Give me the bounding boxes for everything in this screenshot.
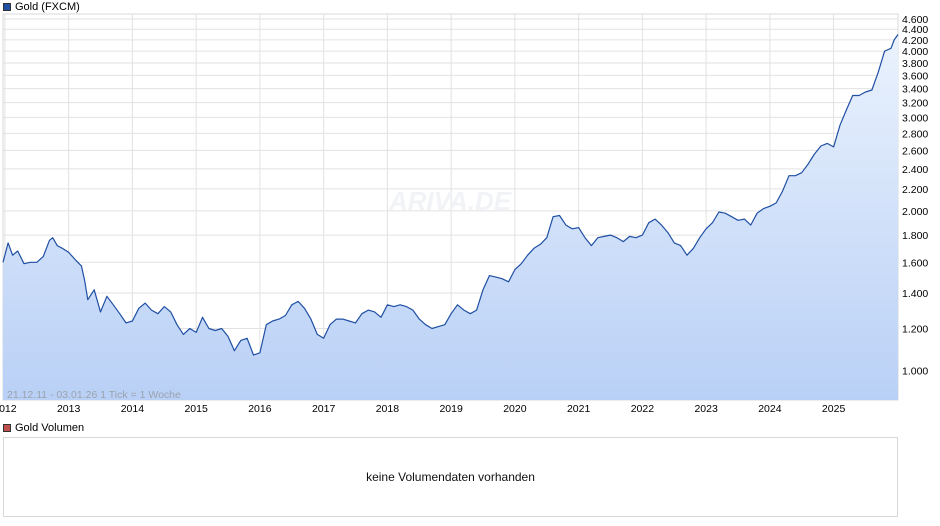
price-legend-swatch	[3, 3, 11, 11]
y-tick-label: 3.800	[902, 58, 928, 70]
y-tick-label: 1.600	[902, 257, 928, 269]
volume-legend-label: Gold Volumen	[15, 422, 85, 434]
x-tick-label: 2017	[312, 403, 336, 415]
x-tick-label: 2019	[439, 403, 463, 415]
price-legend-label: Gold (FXCM)	[15, 1, 80, 13]
price-chart: ARIVA.DE 1.000 1.200 1.400 1.600 1.800 2.000 2.…	[0, 13, 928, 415]
x-tick-label: 2015	[184, 403, 208, 415]
y-tick-label: 4.600	[902, 14, 928, 26]
y-tick-label: 2.000	[902, 206, 928, 218]
x-tick-label: 2018	[376, 403, 400, 415]
x-tick-label: 2020	[503, 403, 527, 415]
y-tick-label: 3.400	[902, 84, 928, 96]
y-tick-label: 2.800	[902, 128, 928, 140]
price-legend: Gold (FXCM)	[3, 1, 80, 13]
y-tick-label: 4.200	[902, 35, 928, 47]
x-tick-label: 2012	[0, 403, 17, 415]
x-tick-label: 2023	[694, 403, 718, 415]
y-tick-label: 1.000	[902, 366, 928, 378]
y-tick-label: 2.600	[902, 145, 928, 157]
x-tick-label: 2016	[248, 403, 272, 415]
volume-empty-message: keine Volumendaten vorhanden	[366, 470, 535, 484]
x-tick-label: 2024	[758, 403, 782, 415]
x-tick-label: 2022	[631, 403, 655, 415]
volume-legend: Gold Volumen	[3, 422, 84, 434]
y-tick-label: 1.400	[902, 288, 928, 300]
x-tick-label: 2014	[121, 403, 145, 415]
volume-panel: keine Volumendaten vorhanden	[3, 437, 898, 517]
price-area	[3, 34, 898, 400]
y-tick-label: 4.000	[902, 46, 928, 58]
y-tick-label: 4.400	[902, 24, 928, 36]
y-tick-label: 1.200	[902, 324, 928, 336]
y-tick-label: 3.200	[902, 98, 928, 110]
price-line	[2, 34, 899, 356]
y-tick-label: 1.800	[902, 230, 928, 242]
volume-legend-swatch	[3, 424, 11, 432]
x-tick-label: 2025	[822, 403, 846, 415]
watermark: ARIVA.DE	[388, 186, 512, 216]
x-tick-label: 2013	[57, 403, 81, 415]
chart-range-info: 21.12.11 - 03.01.26 1 Tick = 1 Woche	[7, 389, 181, 401]
y-tick-label: 3.600	[902, 70, 928, 82]
x-tick-label: 2021	[567, 403, 591, 415]
y-tick-label: 2.200	[902, 184, 928, 196]
y-tick-label: 2.400	[902, 164, 928, 176]
y-tick-label: 3.000	[902, 112, 928, 124]
